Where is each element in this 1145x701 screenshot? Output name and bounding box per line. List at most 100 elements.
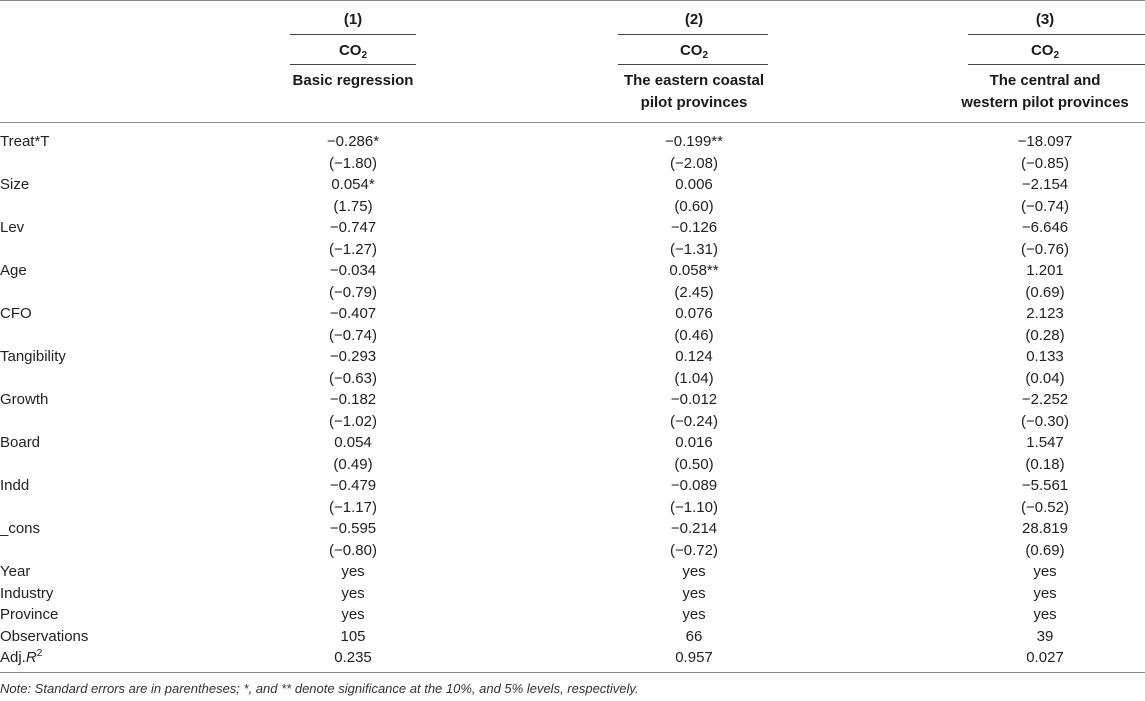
table-footnote: Note: Standard errors are in parentheses… [0, 681, 639, 696]
table-body: Treat*T −0.286* −0.199** −18.097 (−1.80) (−2… [0, 131, 1145, 669]
table-row: Board 0.054 0.016 1.547 [0, 432, 1145, 454]
column-description-line-1: Basic regression [292, 72, 414, 89]
table-row: (−0.79) (2.45) (0.69) [0, 282, 1145, 304]
cell-col-1: (−1.17) [329, 498, 377, 516]
table-row: (1.75) (0.60) (−0.74) [0, 196, 1145, 218]
header-underline [290, 34, 416, 35]
row-label: Board [0, 434, 41, 451]
table-row: Year yes yes yes [0, 561, 1145, 583]
header-bottom-rule [0, 122, 1145, 123]
header-underline [290, 64, 416, 65]
table-row: (−1.27) (−1.31) (−0.76) [0, 239, 1145, 261]
cell-col-2: −0.214 [670, 520, 718, 537]
row-label: Growth [0, 391, 49, 408]
cell-col-3: (0.18) [1025, 455, 1065, 473]
cell-col-1: yes [341, 606, 365, 623]
row-label: Lev [0, 219, 25, 236]
dependent-variable-subscript: 2 [361, 50, 368, 61]
table-row: Age −0.034 0.058** 1.201 [0, 260, 1145, 282]
cell-col-3: (−0.52) [1021, 498, 1069, 516]
cell-col-1: 0.235 [334, 649, 372, 666]
table-row: Indd −0.479 −0.089 −5.561 [0, 475, 1145, 497]
cell-col-3: (0.69) [1025, 283, 1065, 301]
cell-col-2: (0.60) [674, 197, 714, 215]
table-row: Growth −0.182 −0.012 −2.252 [0, 389, 1145, 411]
table-row: Industry yes yes yes [0, 583, 1145, 605]
cell-col-3: 28.819 [1022, 520, 1068, 537]
row-label: Size [0, 176, 30, 193]
cell-col-2: (−1.10) [670, 498, 718, 516]
cell-col-3: (−0.74) [1021, 197, 1069, 215]
cell-col-3: −2.252 [1021, 391, 1069, 408]
column-description: The central and western pilot provinces [945, 70, 1145, 114]
cell-col-3: 2.123 [1026, 305, 1064, 322]
row-label: Observations [0, 627, 89, 645]
table-row: Size 0.054* 0.006 −2.154 [0, 174, 1145, 196]
cell-col-1: yes [341, 584, 365, 602]
cell-col-1: −0.407 [329, 305, 377, 322]
cell-col-2: 0.006 [675, 176, 713, 193]
cell-col-2: −0.012 [670, 391, 718, 408]
table-row-adj-r2: Adj.R2 0.235 0.957 0.027 [0, 647, 1145, 669]
table-row: (−1.02) (−0.24) (−0.30) [0, 411, 1145, 433]
row-label: Treat*T [0, 133, 50, 150]
cell-col-2: (−0.72) [670, 541, 718, 559]
row-label-superscript: 2 [36, 648, 43, 659]
table-row: _cons −0.595 −0.214 28.819 [0, 518, 1145, 540]
table-row: (−0.74) (0.46) (0.28) [0, 325, 1145, 347]
cell-col-3: yes [1033, 563, 1057, 580]
table-bottom-rule [0, 672, 1145, 673]
cell-col-1: (−0.80) [329, 541, 377, 559]
cell-col-2: 0.124 [675, 348, 713, 365]
cell-col-1: (−0.79) [329, 283, 377, 301]
cell-col-1: −0.286* [326, 133, 380, 150]
dependent-variable: CO2 [945, 40, 1145, 62]
row-label: Year [0, 563, 31, 580]
cell-col-1: 105 [340, 627, 366, 645]
column-number: (3) [1035, 11, 1055, 28]
table-top-rule [0, 0, 1145, 1]
dependent-variable-text: CO [1030, 42, 1054, 59]
table-row: (0.49) (0.50) (0.18) [0, 454, 1145, 476]
cell-col-3: (0.04) [1025, 369, 1065, 387]
row-label-italic: R [25, 649, 37, 666]
cell-col-3: −5.561 [1021, 477, 1069, 494]
cell-col-3: (0.69) [1025, 541, 1065, 559]
cell-col-1: −0.293 [329, 348, 377, 365]
cell-col-3: −2.154 [1021, 176, 1069, 193]
row-label: Adj.R2 [0, 647, 42, 669]
header-underline [618, 64, 768, 65]
table-row: Observations 105 66 39 [0, 626, 1145, 648]
cell-col-3: 39 [1036, 627, 1054, 645]
row-label: Indd [0, 477, 30, 494]
cell-col-1: 0.054 [334, 434, 372, 451]
table-row: (−1.80) (−2.08) (−0.85) [0, 153, 1145, 175]
cell-col-2: −0.089 [670, 477, 718, 494]
cell-col-2: (−0.24) [670, 412, 718, 430]
table-row: Lev −0.747 −0.126 −6.646 [0, 217, 1145, 239]
column-description-line-1: The central and [989, 72, 1101, 89]
header-underline [968, 34, 1145, 35]
row-label: _cons [0, 520, 41, 537]
cell-col-2: 0.058** [669, 262, 719, 279]
column-description-line-2: western pilot provinces [961, 94, 1129, 111]
table-row: (−0.80) (−0.72) (0.69) [0, 540, 1145, 562]
table-row: (−1.17) (−1.10) (−0.52) [0, 497, 1145, 519]
cell-col-3: (−0.76) [1021, 240, 1069, 258]
cell-col-2: yes [682, 563, 706, 580]
column-description: The eastern coastal pilot provinces [544, 70, 844, 114]
cell-col-3: yes [1033, 584, 1057, 602]
cell-col-2: yes [682, 584, 706, 602]
cell-col-3: (0.28) [1025, 326, 1065, 344]
cell-col-1: (−1.80) [329, 154, 377, 172]
dependent-variable-subscript: 2 [702, 50, 709, 61]
cell-col-2: 0.957 [675, 649, 713, 666]
dependent-variable: CO2 [594, 40, 794, 62]
cell-col-2: (−2.08) [670, 154, 718, 172]
cell-col-2: (0.46) [674, 326, 714, 344]
cell-col-2: (1.04) [674, 369, 714, 387]
cell-col-1: −0.034 [329, 262, 377, 279]
dependent-variable-subscript: 2 [1053, 50, 1060, 61]
cell-col-3: (−0.30) [1021, 412, 1069, 430]
cell-col-2: (2.45) [674, 283, 714, 301]
